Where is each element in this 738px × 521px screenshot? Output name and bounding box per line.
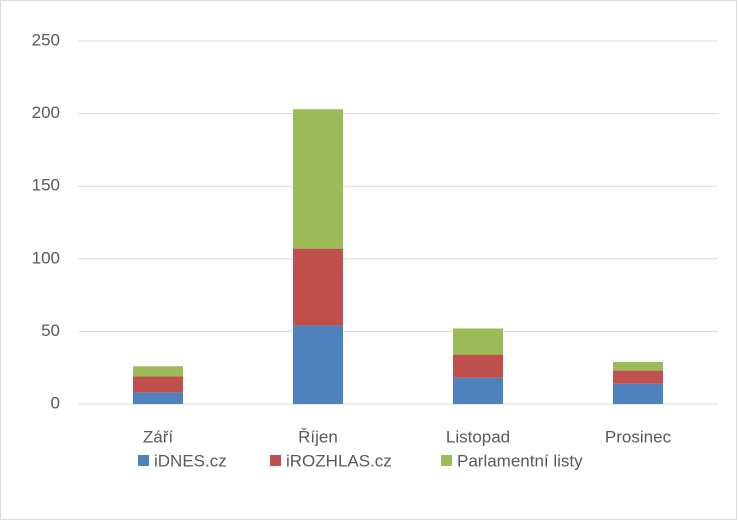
bar-segment	[453, 328, 503, 355]
bar-segment	[613, 383, 663, 404]
x-tick-label: Listopad	[446, 427, 510, 446]
y-tick-label: 150	[32, 176, 60, 195]
y-tick-label: 50	[41, 321, 60, 340]
bar-segment	[613, 361, 663, 371]
bar-segment	[293, 109, 343, 249]
legend-swatch	[270, 455, 281, 466]
bar-segment	[293, 248, 343, 326]
legend-label: iDNES.cz	[154, 451, 227, 470]
bar-segment	[133, 376, 183, 393]
legend-label: Parlamentní listy	[457, 451, 583, 470]
bar-segment	[613, 370, 663, 384]
bar-segment	[133, 366, 183, 377]
legend-label: iROZHLAS.cz	[286, 451, 392, 470]
bar-segment	[293, 325, 343, 404]
bar-segment	[133, 392, 183, 404]
y-tick-label: 100	[32, 248, 60, 267]
y-tick-label: 250	[32, 30, 60, 49]
x-tick-label: Prosinec	[605, 427, 672, 446]
legend-swatch	[138, 455, 149, 466]
bar-segment	[453, 354, 503, 378]
legend-swatch	[441, 455, 452, 466]
x-tick-label: Září	[143, 427, 174, 446]
bar-segment	[453, 377, 503, 404]
y-tick-label: 200	[32, 103, 60, 122]
y-tick-label: 0	[51, 393, 60, 412]
x-tick-label: Říjen	[298, 427, 338, 446]
